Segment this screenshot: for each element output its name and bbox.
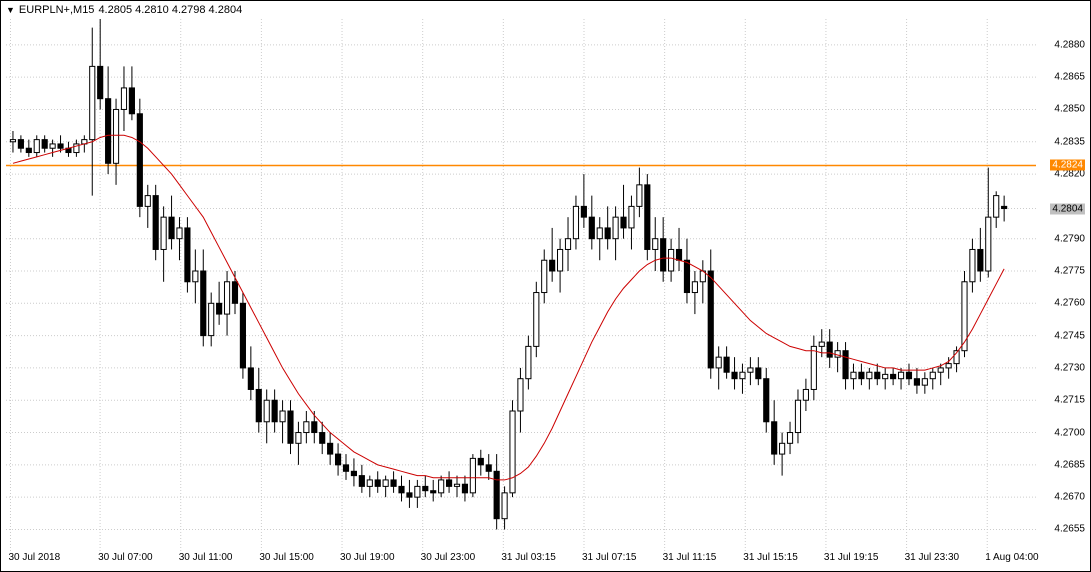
y-tick-label: 4.2790 [1054,233,1085,244]
y-tick-label: 4.2670 [1054,492,1085,503]
y-tick-label: 4.2880 [1054,39,1085,50]
x-tick-label: 1 Aug 04:00 [985,552,1038,563]
plot-area[interactable] [6,19,1036,551]
chart-canvas [6,19,1036,551]
y-tick-label: 4.2655 [1054,524,1085,535]
symbol-label: EURPLN+,M15 [19,4,95,16]
x-tick-label: 30 Jul 11:00 [179,552,233,563]
x-tick-label: 31 Jul 15:15 [743,552,798,563]
y-tick-label: 4.2700 [1054,427,1085,438]
y-tick-label: 4.2730 [1054,362,1085,373]
x-tick-label: 30 Jul 2018 [8,552,60,563]
x-tick-label: 31 Jul 19:15 [824,552,879,563]
ohlc-label: 4.2805 4.2810 4.2798 4.2804 [98,4,242,16]
x-tick-label: 30 Jul 15:00 [259,552,314,563]
chart-window: ▼ EURPLN+,M15 4.2805 4.2810 4.2798 4.280… [0,0,1091,572]
y-tick-label: 4.2715 [1054,395,1085,406]
chart-header: ▼ EURPLN+,M15 4.2805 4.2810 4.2798 4.280… [6,4,242,16]
y-axis: 4.2655 4.2670 4.2685 4.2700 4.2715 4.2730 4.27… [1040,19,1090,551]
x-tick-label: 30 Jul 23:00 [421,552,476,563]
y-tick-label: 4.2865 [1054,72,1085,83]
horizontal-line-price-tag: 4.2824 [1050,160,1085,171]
x-tick-label: 31 Jul 23:30 [905,552,960,563]
x-tick-label: 31 Jul 03:15 [501,552,556,563]
x-tick-label: 30 Jul 19:00 [340,552,395,563]
x-axis: 30 Jul 2018 30 Jul 07:00 30 Jul 11:00 30 Ju… [6,552,1036,568]
dropdown-icon[interactable]: ▼ [6,5,15,15]
current-price-tag: 4.2804 [1050,203,1085,214]
y-tick-label: 4.2835 [1054,136,1085,147]
y-tick-label: 4.2685 [1054,459,1085,470]
y-tick-label: 4.2850 [1054,104,1085,115]
y-tick-label: 4.2775 [1054,266,1085,277]
x-tick-label: 31 Jul 11:15 [663,552,717,563]
x-tick-label: 30 Jul 07:00 [98,552,153,563]
x-tick-label: 31 Jul 07:15 [582,552,637,563]
y-tick-label: 4.2760 [1054,298,1085,309]
y-tick-label: 4.2745 [1054,330,1085,341]
